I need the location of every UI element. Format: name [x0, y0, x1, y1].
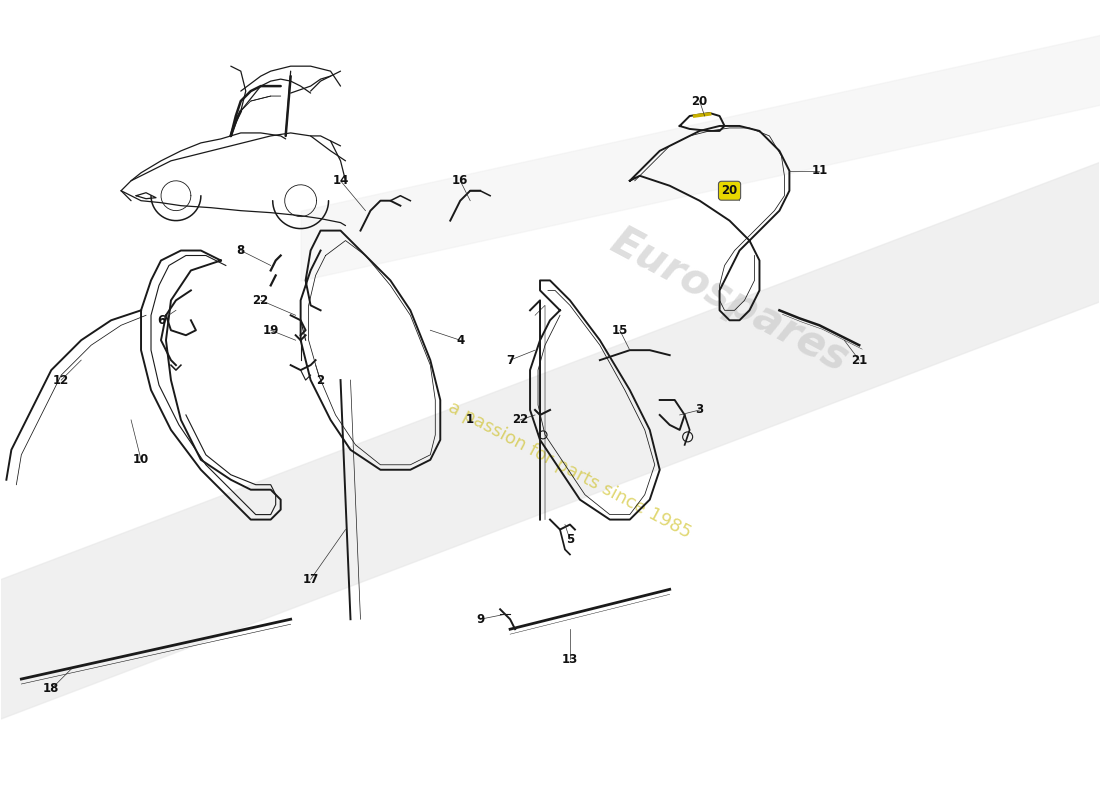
Text: 2: 2 [317, 374, 324, 386]
Text: 6: 6 [157, 314, 165, 326]
Text: 7: 7 [506, 354, 514, 366]
Text: 14: 14 [332, 174, 349, 187]
Text: 19: 19 [263, 324, 279, 337]
Text: 3: 3 [695, 403, 704, 417]
Text: 1: 1 [466, 414, 474, 426]
Text: 16: 16 [452, 174, 469, 187]
Text: 11: 11 [811, 164, 827, 178]
Text: Eurospares: Eurospares [604, 220, 856, 381]
Text: 17: 17 [302, 573, 319, 586]
Text: 12: 12 [53, 374, 69, 386]
Text: 13: 13 [562, 653, 579, 666]
Text: 5: 5 [565, 533, 574, 546]
Text: 20: 20 [722, 184, 738, 198]
Text: 21: 21 [851, 354, 867, 366]
Text: 15: 15 [612, 324, 628, 337]
Text: 10: 10 [133, 454, 150, 466]
Text: 20: 20 [692, 94, 707, 107]
Text: a passion for parts since 1985: a passion for parts since 1985 [446, 398, 694, 542]
Text: 18: 18 [43, 682, 59, 695]
Text: 4: 4 [456, 334, 464, 346]
Text: 8: 8 [236, 244, 245, 257]
Text: 22: 22 [253, 294, 268, 307]
Text: 22: 22 [512, 414, 528, 426]
Text: 9: 9 [476, 613, 484, 626]
